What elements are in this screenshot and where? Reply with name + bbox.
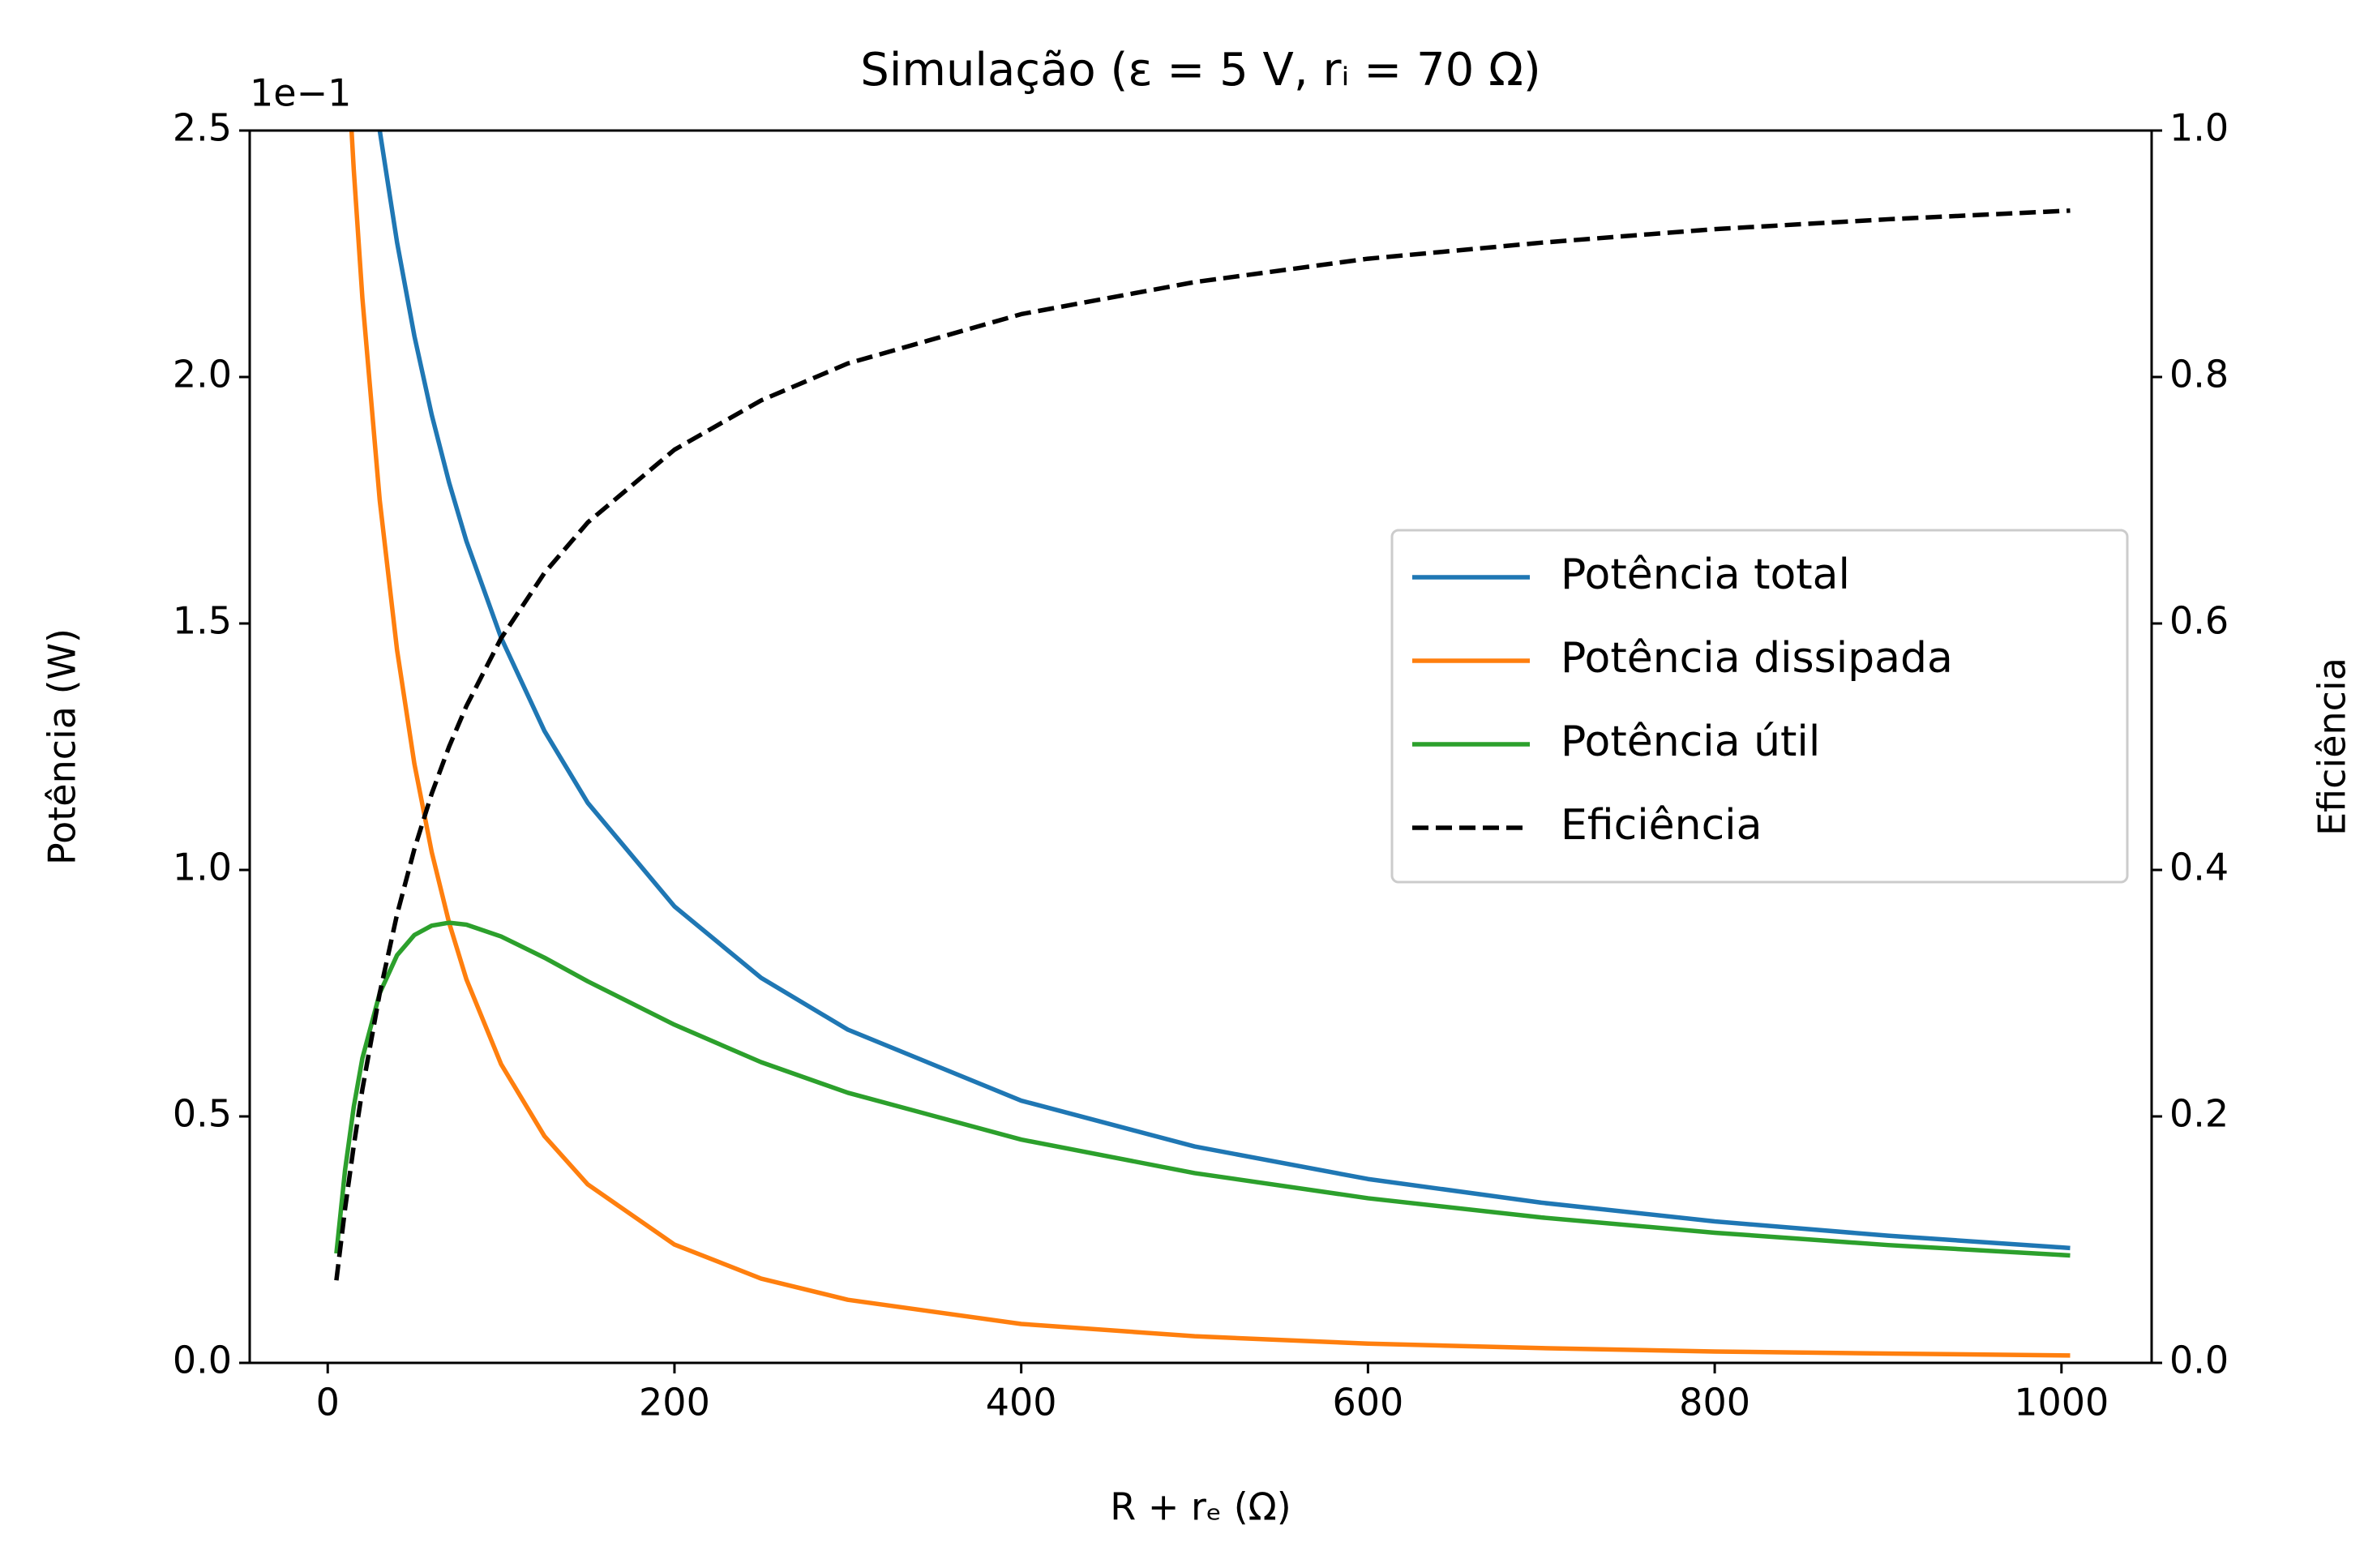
plot-area <box>334 131 2071 1358</box>
legend-label: Potência útil <box>1561 718 1820 766</box>
legend-label: Potência dissipada <box>1561 634 1953 683</box>
y-tick-label: 1.0 <box>173 846 232 889</box>
y2-tick-label: 0.4 <box>2169 846 2229 889</box>
y-offset-label: 1e−1 <box>250 71 351 115</box>
legend-box <box>1390 529 2129 884</box>
y-tick-label: 1.5 <box>173 599 232 643</box>
x-tick-label: 1000 <box>2014 1381 2109 1424</box>
x-tick-label: 200 <box>639 1381 710 1424</box>
y2-tick-label: 0.6 <box>2169 599 2229 643</box>
x-tick-label: 400 <box>986 1381 1057 1424</box>
legend-label: Eficiência <box>1561 801 1762 850</box>
y2-tick-label: 0.8 <box>2169 353 2229 396</box>
y2-tick-label: 0.0 <box>2169 1339 2229 1382</box>
y-tick-label: 0.0 <box>173 1339 232 1382</box>
x-axis-label: R + rₑ (Ω) <box>1110 1485 1291 1529</box>
y2-axis-label: Eficiência <box>2311 658 2354 836</box>
series-line <box>377 131 2071 1251</box>
axes-frame <box>248 129 2153 1365</box>
y-tick-label: 2.5 <box>173 106 232 150</box>
x-tick-label: 0 <box>316 1381 340 1424</box>
legend-label: Potência total <box>1561 551 1850 599</box>
y-tick-label: 2.0 <box>173 353 232 396</box>
x-tick-label: 600 <box>1332 1381 1403 1424</box>
y-tick-label: 0.5 <box>173 1092 232 1136</box>
x-tick-label: 800 <box>1679 1381 1750 1424</box>
y2-tick-label: 1.0 <box>2169 106 2229 150</box>
y2-tick-label: 0.2 <box>2169 1092 2229 1136</box>
series-line <box>349 131 2071 1358</box>
chart-title: Simulação (ε = 5 V, rᵢ = 70 Ω) <box>860 44 1540 96</box>
series-line <box>334 208 2071 1281</box>
y-axis-label: Potência (W) <box>41 628 84 865</box>
